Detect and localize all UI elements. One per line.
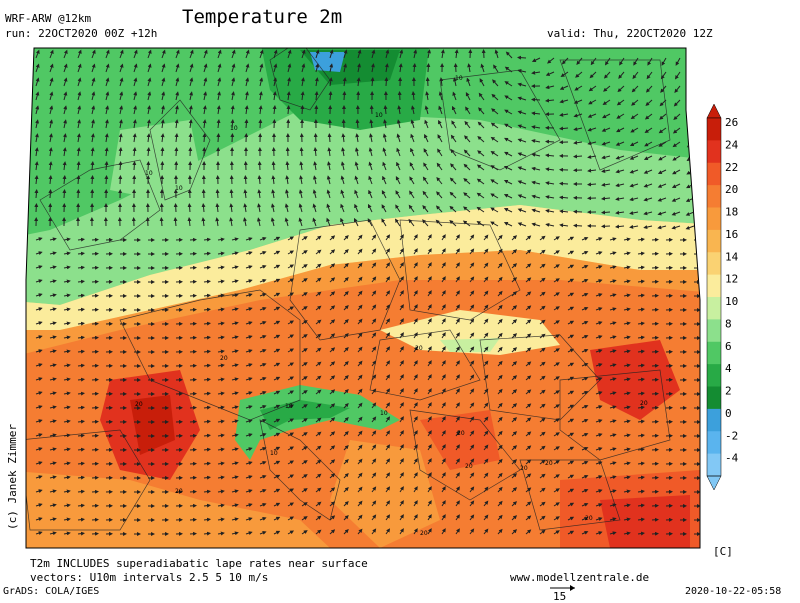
colorbar-tick-label: 0 xyxy=(725,407,732,420)
copyright-label: (c) Janek Zimmer xyxy=(6,424,19,530)
colorbar-tick-label: 14 xyxy=(725,250,739,263)
colorbar-swatch xyxy=(707,342,721,365)
colorbar-tick-label: 4 xyxy=(725,362,732,375)
colorbar-swatch xyxy=(707,230,721,253)
colorbar-top-arrow xyxy=(707,104,721,118)
software-credit: GrADS: COLA/IGES xyxy=(3,586,99,597)
colorbar-tick-label: 8 xyxy=(725,317,732,330)
colorbar-unit: [C] xyxy=(713,545,733,558)
model-label: WRF-ARW @12km xyxy=(5,12,91,25)
colorbar-tick-label: 24 xyxy=(725,138,739,151)
website-label: www.modellzentrale.de xyxy=(510,571,649,584)
colorbar-swatch xyxy=(707,118,721,141)
run-label: run: 22OCT2020 00Z +12h xyxy=(5,27,157,40)
footnote-t2m: T2m INCLUDES superadiabatic lape rates n… xyxy=(30,557,368,570)
colorbar-swatch xyxy=(707,252,721,275)
colorbar-tick-label: 20 xyxy=(725,183,738,196)
colorbar-tick-label: 26 xyxy=(725,116,738,129)
colorbar-tick-label: 12 xyxy=(725,273,738,286)
footnote-vectors: vectors: U10m intervals 2.5 5 10 m/s xyxy=(30,571,268,584)
colorbar-swatch xyxy=(707,185,721,208)
colorbar-bottom-arrow xyxy=(707,476,721,490)
colorbar-swatch xyxy=(707,319,721,342)
valid-time-label: valid: Thu, 22OCT2020 12Z xyxy=(547,27,713,40)
colorbar-tick-label: 22 xyxy=(725,161,738,174)
colorbar-swatch xyxy=(707,208,721,231)
colorbar-swatch xyxy=(707,454,721,477)
colorbar-swatch xyxy=(707,297,721,320)
colorbar-swatch xyxy=(707,275,721,298)
colorbar-swatch xyxy=(707,409,721,432)
map-title: Temperature 2m xyxy=(182,6,342,28)
colorbar-swatch xyxy=(707,364,721,387)
colorbar-tick-label: -4 xyxy=(725,452,739,465)
colorbar-tick-label: 10 xyxy=(725,295,738,308)
timestamp-label: 2020-10-22-05:58 xyxy=(685,586,781,597)
colorbar-swatch xyxy=(707,431,721,454)
colorbar-swatch xyxy=(707,163,721,186)
colorbar-tick-label: -2 xyxy=(725,429,738,442)
colorbar-swatch xyxy=(707,140,721,163)
colorbar-tick-label: 18 xyxy=(725,206,738,219)
colorbar-tick-label: 16 xyxy=(725,228,738,241)
colorbar-tick-label: 6 xyxy=(725,340,732,353)
colorbar-tick-label: 2 xyxy=(725,385,732,398)
colorbar-swatch xyxy=(707,387,721,410)
vector-reference-label: 15 xyxy=(553,590,566,603)
